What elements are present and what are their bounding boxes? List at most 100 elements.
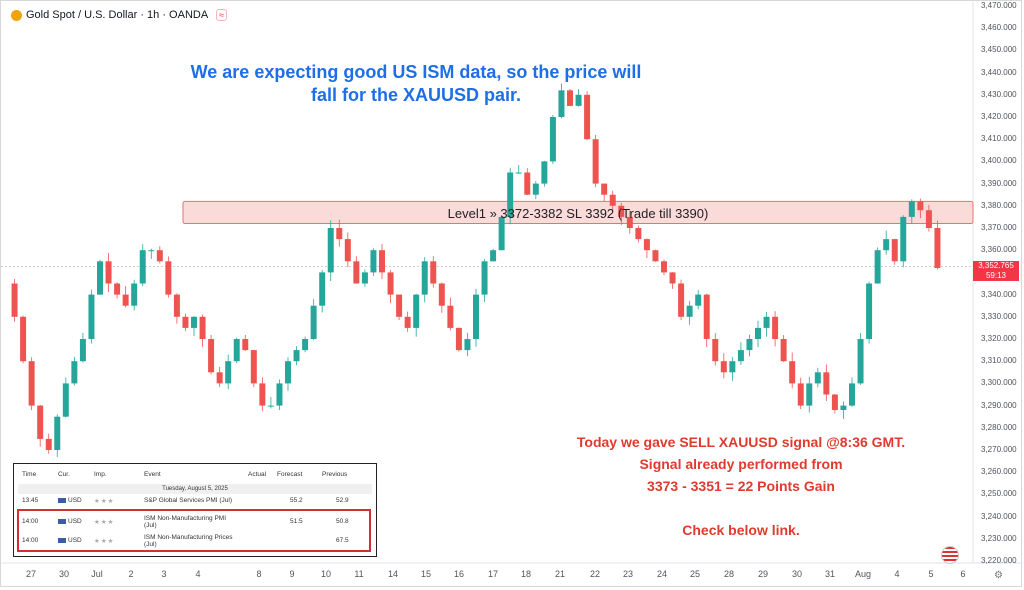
row-currency: USD	[58, 518, 82, 525]
candle-body	[250, 350, 257, 384]
candle-body	[584, 94, 591, 140]
candle-body	[387, 272, 394, 295]
ism-highlight-box	[17, 509, 371, 552]
candle-body	[643, 239, 650, 251]
price-tick: 3,310.000	[981, 356, 1017, 366]
candle-body	[686, 305, 693, 317]
candle-body	[242, 339, 249, 351]
candle-body	[849, 383, 855, 406]
candle-body	[353, 261, 360, 284]
time-tick: 15	[420, 569, 432, 579]
row-event: S&P Global Services PMI (Jul)	[144, 497, 233, 504]
time-tick: 8	[256, 569, 262, 579]
candle-body	[88, 294, 95, 339]
gold-coin-icon	[11, 9, 22, 21]
row-importance: ★★★	[94, 519, 115, 526]
candle-body	[908, 201, 915, 217]
candle-body	[592, 139, 599, 184]
candle-body	[319, 272, 326, 306]
candle-body	[609, 194, 616, 206]
candle-body	[780, 339, 787, 362]
candle-body	[37, 405, 44, 439]
candle-body	[549, 117, 556, 162]
candle-body	[618, 205, 625, 217]
candle-body	[934, 228, 941, 268]
time-tick: Aug	[854, 569, 872, 579]
candle-body	[336, 228, 343, 240]
row-time: 13:45	[22, 497, 39, 504]
candle-body	[165, 261, 172, 295]
row-currency: USD	[58, 497, 82, 504]
candle-body	[225, 361, 232, 384]
candle-body	[285, 361, 291, 384]
symbol-header[interactable]: Gold Spot / U.S. Dollar · 1h · OANDA ≈	[11, 9, 228, 21]
price-tick: 3,240.000	[981, 511, 1017, 521]
time-tick: 5	[928, 569, 934, 579]
candle-body	[259, 383, 266, 406]
candle-body	[652, 250, 659, 262]
price-tick: 3,400.000	[981, 156, 1017, 166]
col-event: Event	[144, 471, 161, 478]
current-price: 3,352.765	[978, 261, 1014, 270]
candle-body	[763, 316, 770, 328]
candle-body	[772, 316, 779, 339]
signal-line: 3373 - 3351 = 22 Points Gain	[647, 478, 835, 494]
price-tick: 3,440.000	[981, 67, 1017, 77]
time-tick: Jul	[91, 569, 103, 579]
time-tick: 3	[161, 569, 167, 579]
candle-body	[806, 383, 813, 406]
candle-body	[148, 250, 155, 252]
candle-body	[814, 372, 821, 384]
time-tick: 16	[453, 569, 465, 579]
signal-note: Today we gave SELL XAUUSD signal @8:36 G…	[541, 431, 941, 541]
candle-body	[626, 216, 633, 228]
col-importance: Imp.	[94, 471, 107, 478]
candle-body	[601, 183, 608, 195]
time-tick: 25	[689, 569, 701, 579]
candle-body	[883, 239, 890, 251]
settings-icon[interactable]: ⚙	[994, 570, 1003, 581]
time-tick: 31	[824, 569, 836, 579]
candle-body	[173, 294, 180, 317]
candle-body	[840, 405, 847, 411]
candle-body	[900, 216, 907, 262]
candle-body	[208, 339, 215, 373]
candle-body	[490, 250, 497, 262]
candle-body	[823, 372, 830, 395]
col-forecast: Forecast	[277, 471, 303, 478]
candle-body	[447, 305, 454, 328]
candle-body	[344, 239, 351, 262]
price-tick: 3,430.000	[981, 89, 1017, 99]
candle-body	[635, 228, 642, 240]
candle-body	[831, 394, 838, 411]
candle-body	[11, 283, 18, 317]
time-tick: 14	[387, 569, 399, 579]
candle-body	[199, 316, 206, 339]
us-flag-icon[interactable]	[941, 546, 959, 564]
candle-body	[430, 261, 437, 284]
candle-body	[575, 94, 582, 106]
candle-body	[498, 216, 505, 251]
candle-body	[105, 261, 112, 284]
candle-body	[917, 201, 924, 211]
candle-body	[567, 90, 573, 106]
candle-body	[310, 305, 317, 339]
candle-body	[438, 283, 445, 306]
candle-body	[712, 339, 719, 362]
row-time: 14:00	[22, 518, 39, 525]
candle-body	[669, 272, 676, 284]
time-tick: 18	[520, 569, 532, 579]
row-forecast: 51.5	[290, 518, 303, 525]
wave-icon[interactable]: ≈	[216, 9, 228, 21]
time-tick: 22	[589, 569, 601, 579]
calendar-header: Time Cur. Imp. Event Actual Forecast Pre…	[14, 469, 376, 481]
candle-body	[131, 283, 138, 306]
candle-body	[404, 316, 411, 328]
price-tick: 3,340.000	[981, 289, 1017, 299]
candle-body	[233, 339, 240, 362]
candle-body	[866, 283, 873, 339]
price-tick: 3,420.000	[981, 112, 1017, 121]
row-previous: 50.8	[336, 518, 349, 525]
row-importance: ★★★	[94, 498, 115, 505]
